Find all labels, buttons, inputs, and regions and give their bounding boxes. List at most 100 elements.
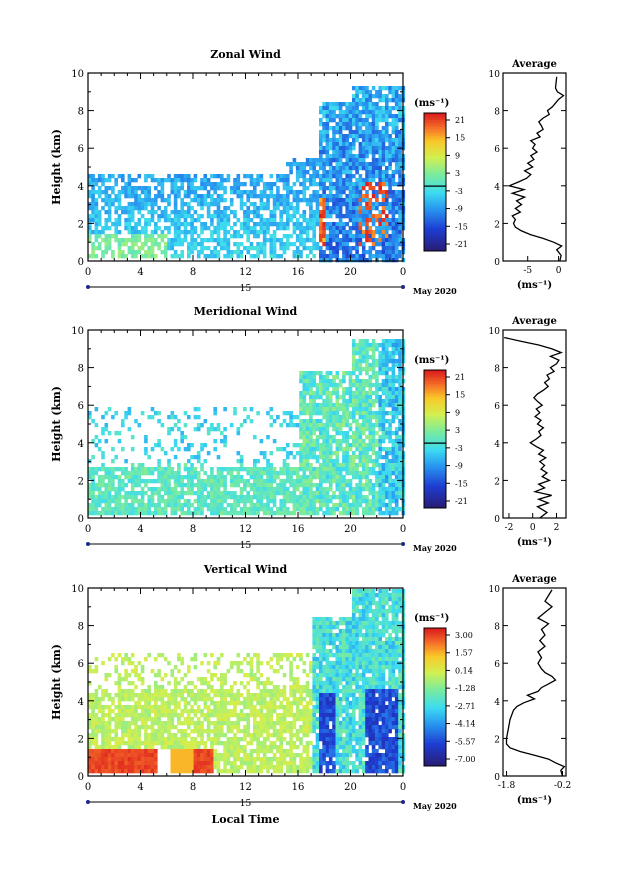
meridional-colorbar-band (424, 393, 446, 396)
zonal-cell (269, 190, 274, 195)
zonal-colorbar-band (424, 172, 446, 176)
meridional-avg-xtick-label: -2 (505, 523, 514, 533)
meridional-cell (216, 471, 221, 476)
meridional-cell (117, 467, 122, 472)
zonal-cell (147, 190, 151, 195)
meridional-cell (180, 487, 184, 492)
zonal-cell (381, 234, 386, 239)
meridional-cell (299, 391, 303, 396)
meridional-cell (91, 439, 95, 444)
zonal-cell (203, 182, 208, 187)
zonal-cell (279, 210, 283, 215)
zonal-cell (137, 238, 142, 243)
zonal-cell (305, 254, 310, 259)
vertical-cell (94, 713, 99, 718)
zonal-cell (167, 178, 171, 183)
meridional-cell (187, 443, 191, 448)
meridional-cell (352, 439, 356, 444)
zonal-cell (163, 234, 168, 239)
meridional-cell (325, 423, 330, 428)
zonal-cell (253, 246, 257, 251)
meridional-cell (177, 447, 181, 452)
meridional-cell (315, 467, 320, 472)
vertical-cell (173, 761, 178, 766)
zonal-cell (394, 170, 399, 175)
meridional-cell (236, 499, 241, 504)
zonal-cell (196, 186, 201, 191)
zonal-cell (226, 250, 231, 255)
zonal-cell (190, 214, 194, 219)
vertical-cell (114, 705, 118, 710)
meridional-cell (104, 439, 109, 444)
zonal-cell (299, 226, 303, 231)
meridional-cell (107, 467, 112, 472)
zonal-cell (391, 194, 396, 199)
zonal-cell (167, 198, 171, 203)
zonal-cell (398, 254, 402, 259)
meridional-cell (130, 491, 135, 496)
meridional-cell (266, 471, 270, 476)
meridional-cell (124, 411, 128, 416)
vertical-cell (160, 733, 165, 738)
meridional-cell (378, 407, 382, 412)
vertical-cell (170, 717, 175, 722)
zonal-cell (193, 174, 198, 179)
zonal-cell (193, 246, 198, 251)
meridional-cell (388, 475, 392, 480)
zonal-cell (276, 222, 280, 227)
zonal-cell (160, 182, 165, 187)
meridional-cell (210, 491, 214, 496)
zonal-cell (319, 110, 323, 115)
meridional-cell (249, 487, 254, 492)
meridional-cell (193, 511, 198, 516)
zonal-cell (246, 230, 250, 235)
meridional-cell (213, 483, 217, 488)
vertical-cell (140, 669, 145, 674)
meridional-cell (355, 375, 359, 380)
zonal-cell (107, 198, 112, 203)
zonal-cell (352, 214, 356, 219)
meridional-cell (338, 467, 343, 472)
meridional-cell (127, 411, 132, 416)
meridional-cell (355, 351, 359, 356)
zonal-cell (97, 214, 102, 219)
zonal-cell (117, 198, 122, 203)
zonal-cell (213, 174, 217, 179)
vertical-cell (167, 733, 171, 738)
zonal-cell (391, 190, 396, 195)
meridional-cell (378, 419, 382, 424)
meridional-cell (391, 355, 396, 360)
zonal-colorbar-band (424, 122, 446, 125)
vertical-cell (144, 745, 148, 750)
zonal-cell (361, 94, 366, 99)
vertical-cell (177, 701, 181, 706)
meridional-cell (375, 423, 379, 428)
meridional-cell (124, 511, 128, 516)
meridional-cell (394, 503, 399, 508)
meridional-cell (338, 511, 343, 516)
zonal-cell (266, 194, 270, 199)
vertical-cell (111, 737, 115, 742)
meridional-cell (91, 471, 95, 476)
zonal-cell (279, 254, 283, 259)
meridional-cell (328, 399, 333, 404)
zonal-cell (292, 230, 297, 235)
meridional-cell (361, 423, 366, 428)
meridional-cell (266, 487, 270, 492)
zonal-cell (229, 202, 234, 207)
zonal-cell (342, 166, 346, 171)
zonal-cell (315, 170, 320, 175)
zonal-cell (193, 186, 198, 191)
zonal-cell (328, 126, 333, 131)
vertical-cell (101, 745, 105, 750)
meridional-cell (170, 507, 175, 512)
meridional-cell (338, 403, 343, 408)
zonal-cell (216, 182, 221, 187)
vertical-cell (127, 749, 132, 754)
meridional-cell (104, 471, 109, 476)
meridional-cell (319, 431, 323, 436)
zonal-cell (173, 182, 178, 187)
zonal-colorbar-frame (423, 112, 447, 252)
zonal-cell (236, 242, 241, 247)
zonal-cell (88, 214, 92, 219)
